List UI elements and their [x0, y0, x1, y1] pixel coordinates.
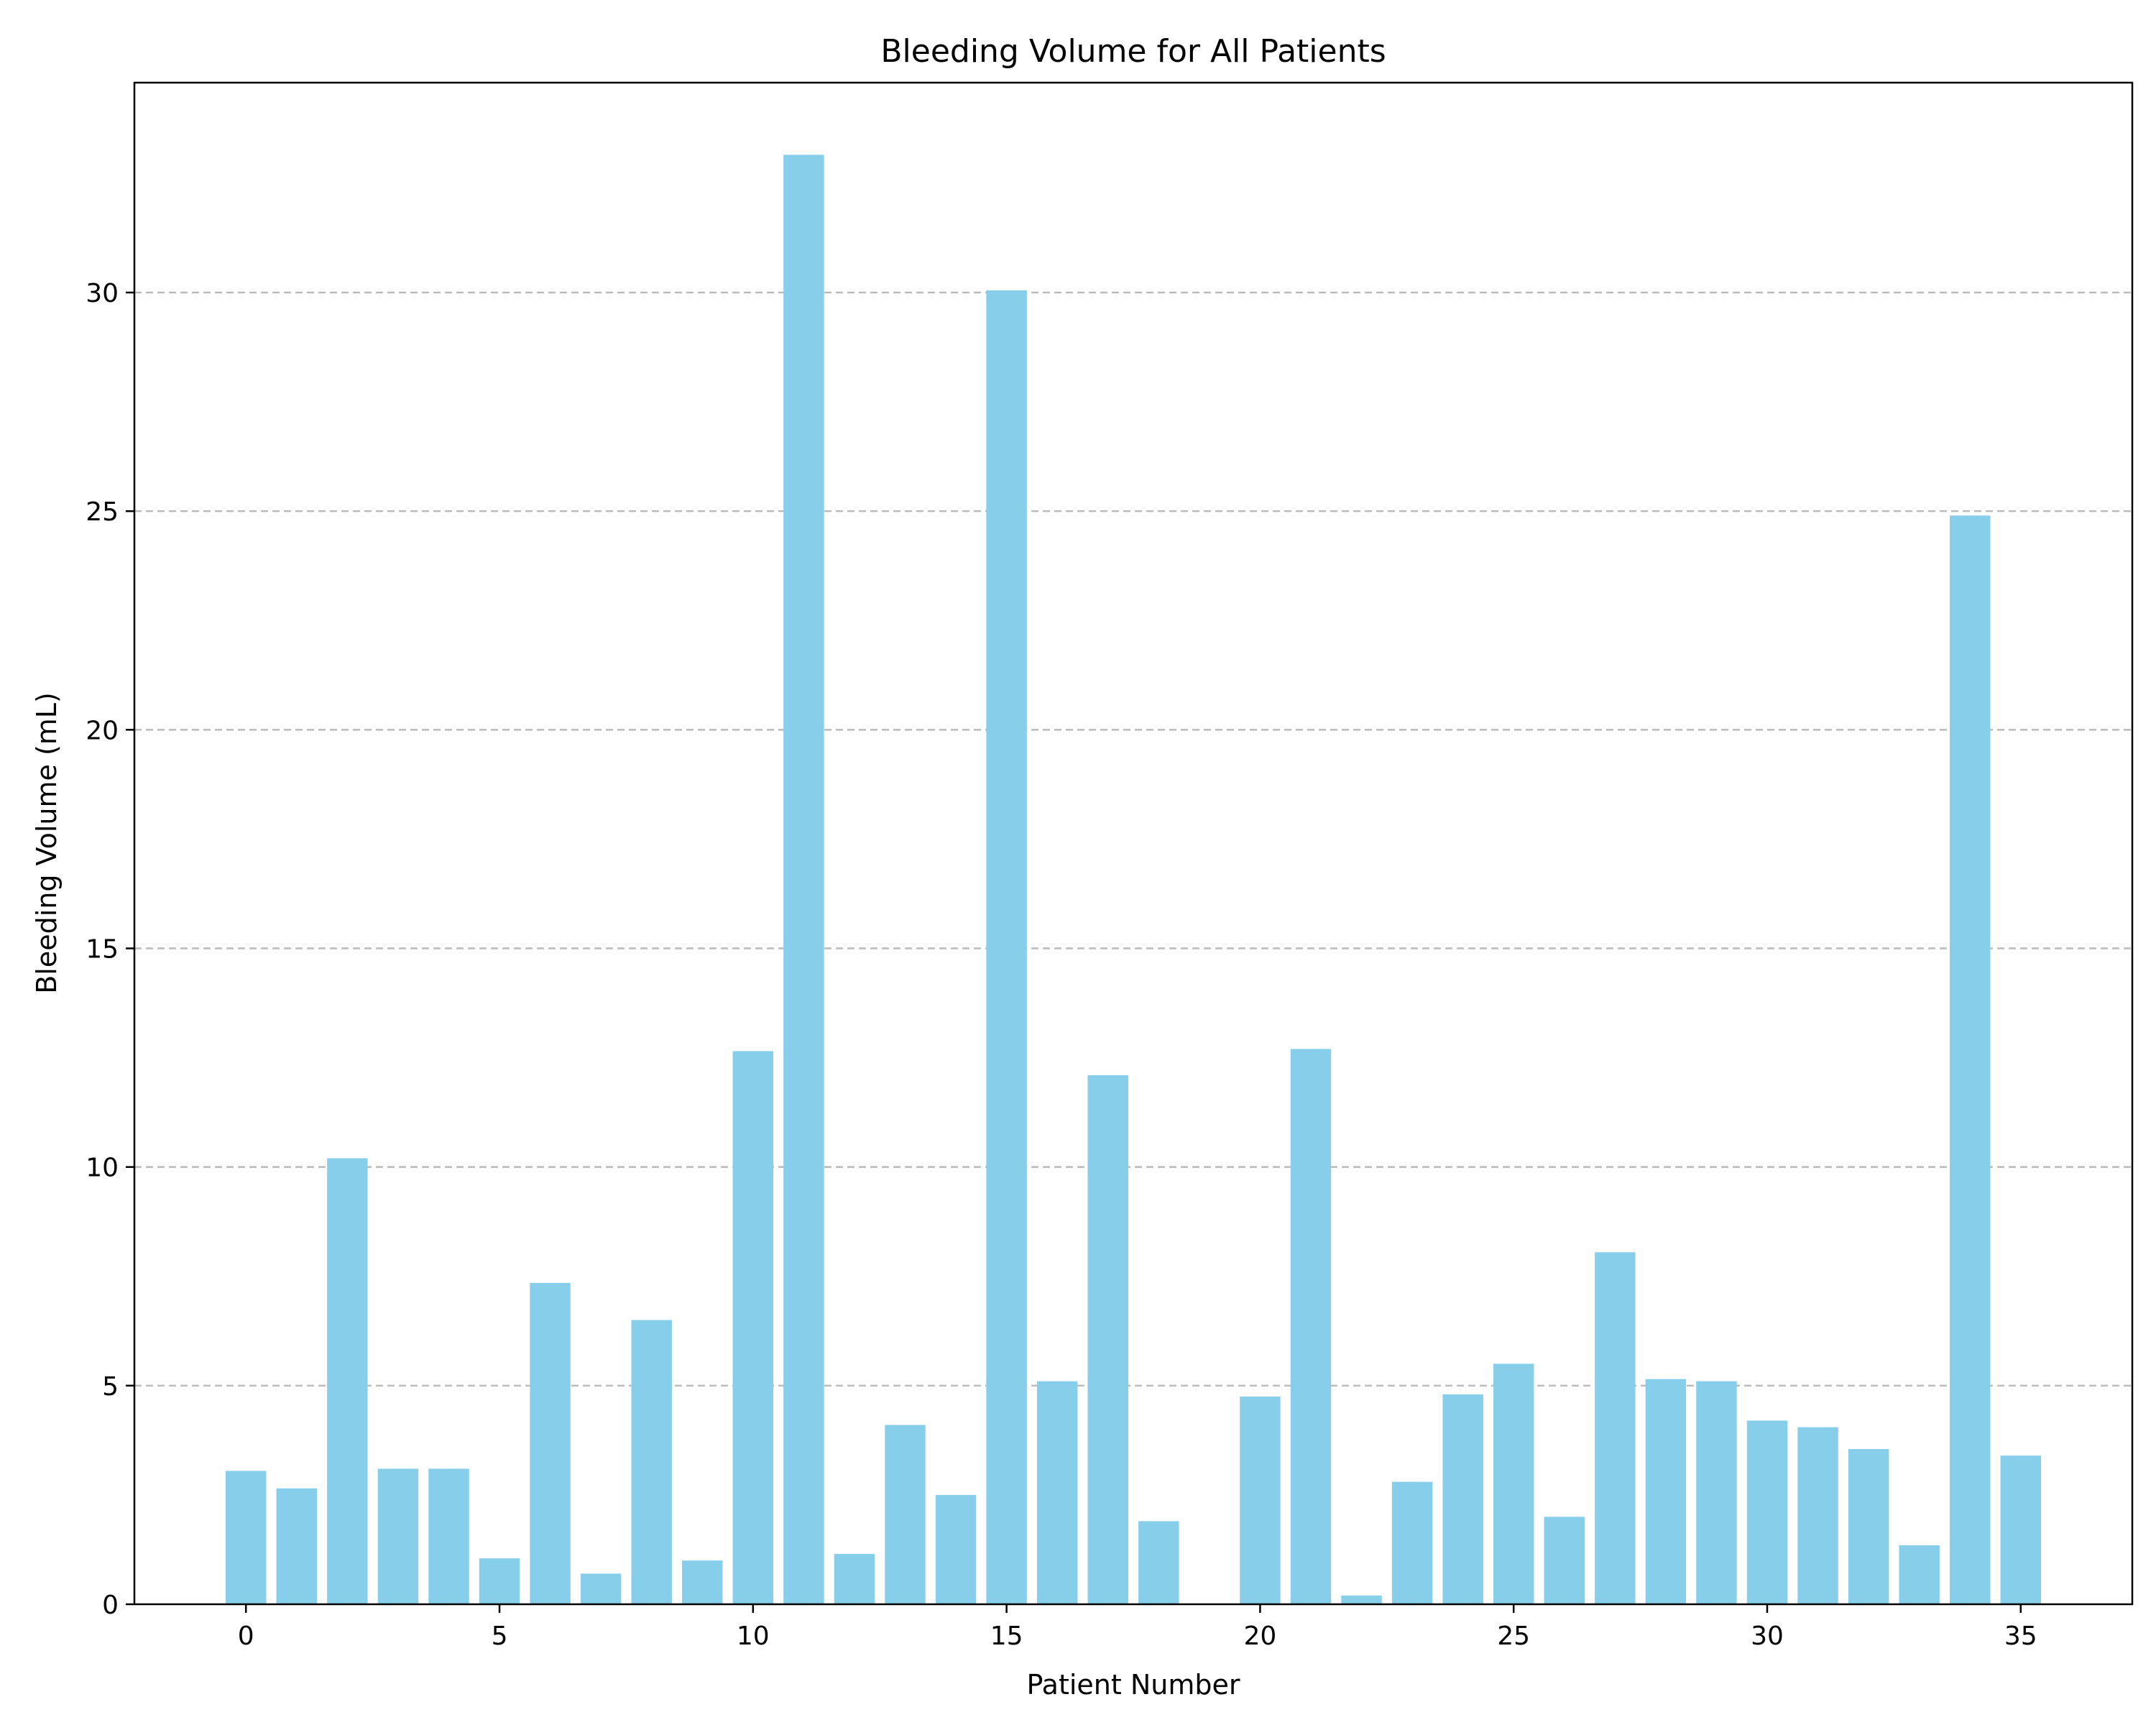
y-axis-label: Bleeding Volume (mL) — [31, 692, 63, 994]
bar-patient-33 — [1899, 1545, 1940, 1604]
bar-patient-13 — [885, 1425, 926, 1604]
bar-patient-16 — [1036, 1381, 1078, 1604]
x-tick-label-35: 35 — [2004, 1622, 2037, 1651]
x-tick-label-30: 30 — [1751, 1622, 1784, 1651]
bar-patient-29 — [1696, 1381, 1737, 1604]
y-tick-label-5: 5 — [102, 1372, 119, 1402]
y-tick-label-25: 25 — [86, 497, 119, 527]
y-tick-label-20: 20 — [86, 716, 119, 745]
x-axis-label: Patient Number — [1026, 1669, 1240, 1701]
bar-patient-1 — [276, 1488, 318, 1604]
bar-patient-28 — [1645, 1379, 1687, 1604]
y-tick-label-30: 30 — [86, 279, 119, 308]
bar-patient-21 — [1290, 1049, 1332, 1604]
bar-patient-22 — [1341, 1595, 1382, 1604]
bar-patient-11 — [783, 155, 824, 1604]
x-tick-label-5: 5 — [492, 1622, 508, 1651]
x-tick-label-0: 0 — [238, 1622, 254, 1651]
bar-patient-5 — [479, 1558, 520, 1604]
bar-patient-20 — [1240, 1397, 1281, 1604]
x-tick-label-25: 25 — [1497, 1622, 1530, 1651]
bar-patient-23 — [1391, 1481, 1433, 1604]
x-axis-ticks: 0 5 10 15 20 25 30 35 — [238, 1604, 2037, 1651]
bar-patient-24 — [1442, 1394, 1483, 1604]
y-axis-ticks: 0 5 10 15 20 25 30 — [86, 279, 134, 1620]
bar-patient-14 — [935, 1494, 977, 1604]
bar-patient-2 — [327, 1158, 368, 1604]
y-tick-label-15: 15 — [86, 935, 119, 965]
x-tick-label-15: 15 — [990, 1622, 1023, 1651]
bars — [226, 155, 2041, 1604]
bar-patient-9 — [682, 1560, 723, 1604]
bar-patient-10 — [732, 1051, 774, 1604]
chart-title: Bleeding Volume for All Patients — [880, 33, 1386, 70]
x-tick-label-20: 20 — [1243, 1622, 1276, 1651]
bar-patient-7 — [580, 1573, 622, 1604]
bar-patient-27 — [1595, 1252, 1636, 1604]
bar-patient-8 — [631, 1320, 672, 1604]
plot-frame — [133, 81, 2134, 1606]
bar-patient-31 — [1797, 1427, 1838, 1604]
y-tick-label-0: 0 — [102, 1591, 119, 1620]
bar-patient-25 — [1493, 1363, 1534, 1604]
bar-patient-18 — [1138, 1521, 1179, 1604]
x-tick-label-10: 10 — [737, 1622, 770, 1651]
bar-patient-32 — [1848, 1449, 1889, 1604]
bar-patient-12 — [834, 1554, 875, 1604]
y-tick-label-10: 10 — [86, 1154, 119, 1183]
bar-patient-3 — [377, 1468, 419, 1604]
grid-lines — [134, 291, 2132, 1387]
bar-patient-15 — [986, 290, 1027, 1604]
bar-patient-35 — [2000, 1455, 2041, 1604]
bar-patient-4 — [428, 1468, 469, 1604]
bar-patient-34 — [1949, 515, 1991, 1604]
bar-patient-17 — [1087, 1075, 1128, 1604]
bar-patient-0 — [226, 1471, 267, 1604]
bar-patient-6 — [530, 1282, 571, 1604]
bar-patient-30 — [1746, 1420, 1788, 1604]
bar-patient-26 — [1544, 1517, 1585, 1604]
